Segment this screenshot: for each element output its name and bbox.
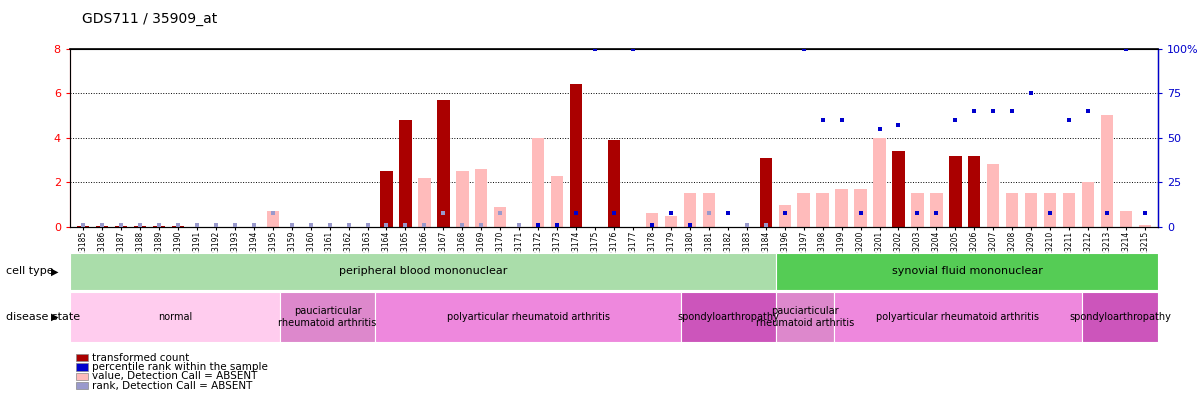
Bar <box>1063 194 1075 227</box>
Bar <box>266 211 279 227</box>
Bar <box>1082 292 1158 342</box>
Bar <box>968 156 980 227</box>
Bar <box>172 226 184 227</box>
Text: value, Detection Call = ABSENT: value, Detection Call = ABSENT <box>92 371 256 381</box>
Bar <box>114 226 128 227</box>
Bar <box>153 226 165 227</box>
Text: pauciarticular
rheumatoid arthritis: pauciarticular rheumatoid arthritis <box>756 306 854 328</box>
Bar <box>279 292 376 342</box>
Bar <box>911 194 923 227</box>
Bar <box>873 138 886 227</box>
Bar <box>494 207 507 227</box>
Bar <box>400 120 412 227</box>
Text: peripheral blood mononuclear: peripheral blood mononuclear <box>338 266 507 276</box>
Bar <box>836 189 848 227</box>
Bar <box>1139 224 1151 227</box>
Bar <box>987 164 999 227</box>
Bar <box>70 292 279 342</box>
Bar <box>77 226 89 227</box>
Bar <box>1082 182 1094 227</box>
Bar <box>931 194 943 227</box>
Text: spondyloarthropathy: spondyloarthropathy <box>678 312 779 322</box>
Text: polyarticular rheumatoid arthritis: polyarticular rheumatoid arthritis <box>447 312 609 322</box>
Bar <box>777 253 1158 290</box>
Text: percentile rank within the sample: percentile rank within the sample <box>92 362 267 372</box>
Text: ▶: ▶ <box>51 312 58 322</box>
Bar <box>134 226 146 227</box>
Bar <box>665 216 677 227</box>
Bar <box>608 140 620 227</box>
Bar <box>949 156 962 227</box>
Text: cell type: cell type <box>6 266 54 276</box>
Text: disease state: disease state <box>6 312 81 322</box>
Bar <box>380 171 393 227</box>
Bar <box>437 100 449 227</box>
Bar <box>96 226 108 227</box>
Bar <box>892 151 904 227</box>
Bar <box>1044 194 1056 227</box>
Bar <box>70 253 777 290</box>
Bar <box>569 84 583 227</box>
Bar <box>779 205 791 227</box>
Bar <box>777 292 833 342</box>
Text: rank, Detection Call = ABSENT: rank, Detection Call = ABSENT <box>92 381 252 390</box>
Bar <box>551 176 563 227</box>
Text: synovial fluid mononuclear: synovial fluid mononuclear <box>892 266 1043 276</box>
Text: pauciarticular
rheumatoid arthritis: pauciarticular rheumatoid arthritis <box>278 306 377 328</box>
Bar <box>833 292 1082 342</box>
Bar <box>855 189 867 227</box>
Text: spondyloarthropathy: spondyloarthropathy <box>1069 312 1171 322</box>
Text: ▶: ▶ <box>51 266 58 276</box>
Bar <box>645 213 659 227</box>
Bar <box>418 178 431 227</box>
Bar <box>532 138 544 227</box>
Bar <box>476 169 488 227</box>
Text: GDS711 / 35909_at: GDS711 / 35909_at <box>82 12 217 26</box>
Text: polyarticular rheumatoid arthritis: polyarticular rheumatoid arthritis <box>877 312 1039 322</box>
Bar <box>760 158 772 227</box>
Bar <box>1007 194 1019 227</box>
Bar <box>684 194 696 227</box>
Bar <box>1025 194 1038 227</box>
Text: transformed count: transformed count <box>92 353 189 362</box>
Bar <box>703 194 715 227</box>
Text: normal: normal <box>158 312 191 322</box>
Bar <box>681 292 777 342</box>
Bar <box>816 194 828 227</box>
Bar <box>1100 115 1114 227</box>
Bar <box>797 194 810 227</box>
Bar <box>376 292 681 342</box>
Bar <box>456 171 468 227</box>
Bar <box>1120 211 1132 227</box>
